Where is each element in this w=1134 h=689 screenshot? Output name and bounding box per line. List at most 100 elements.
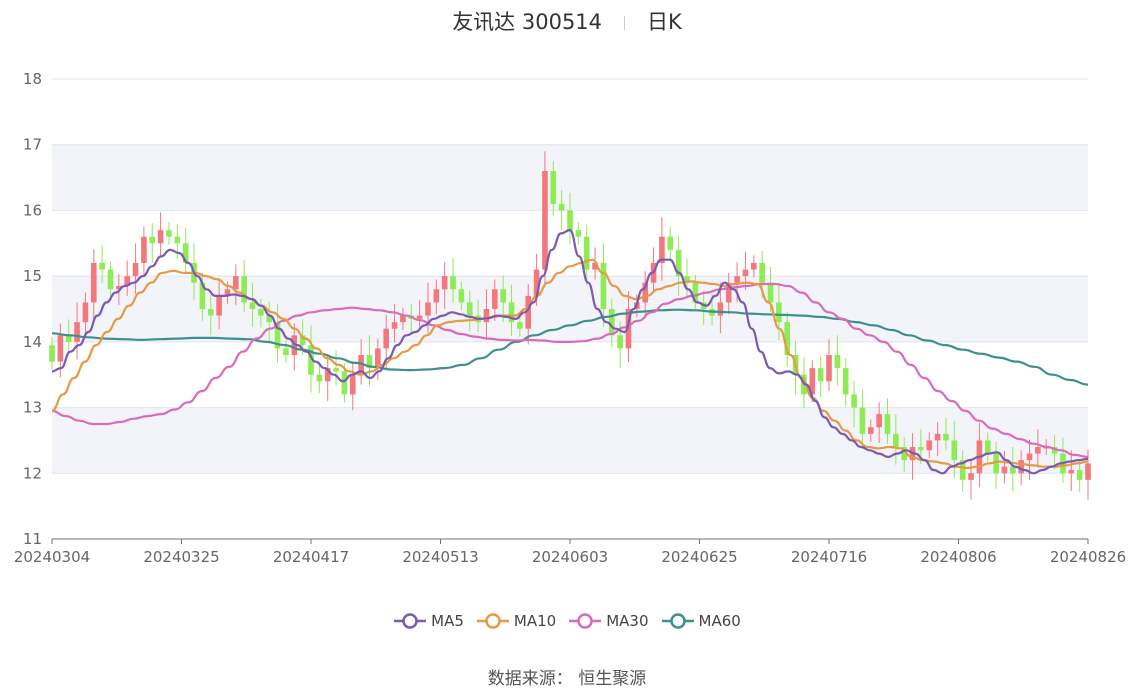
candle-body[interactable] bbox=[492, 289, 498, 309]
candle-body[interactable] bbox=[224, 289, 231, 296]
candle-body[interactable] bbox=[141, 236, 147, 263]
candle-body[interactable] bbox=[776, 302, 782, 323]
candle-body[interactable] bbox=[349, 374, 356, 395]
candle-body[interactable] bbox=[926, 440, 933, 451]
candle-body[interactable] bbox=[642, 282, 648, 303]
candle-body[interactable] bbox=[734, 276, 740, 283]
candle-body[interactable] bbox=[934, 433, 941, 441]
candle-body[interactable] bbox=[308, 345, 314, 375]
candle-body[interactable] bbox=[1076, 470, 1083, 480]
candle-body[interactable] bbox=[174, 236, 181, 244]
candle-body[interactable] bbox=[817, 368, 824, 382]
candle-body[interactable] bbox=[74, 322, 80, 342]
candle-body[interactable] bbox=[984, 440, 991, 454]
candle-body[interactable] bbox=[567, 210, 573, 231]
candle-body[interactable] bbox=[458, 289, 465, 303]
candle-body[interactable] bbox=[1001, 466, 1008, 474]
candle-body[interactable] bbox=[366, 355, 373, 369]
candle-body[interactable] bbox=[826, 355, 832, 382]
candle-body[interactable] bbox=[809, 368, 816, 395]
candle-body[interactable] bbox=[667, 236, 674, 250]
candle-body[interactable] bbox=[383, 328, 389, 349]
candle-body[interactable] bbox=[291, 335, 298, 355]
candle-body[interactable] bbox=[216, 295, 222, 316]
candle-body[interactable] bbox=[433, 289, 440, 303]
candle-body[interactable] bbox=[358, 355, 364, 375]
candle-body[interactable] bbox=[1010, 466, 1016, 474]
candle-body[interactable] bbox=[450, 276, 456, 290]
candle-body[interactable] bbox=[166, 230, 172, 237]
legend-item-ma30[interactable]: MA30 bbox=[568, 612, 649, 630]
candle-body[interactable] bbox=[132, 263, 139, 277]
candle-body[interactable] bbox=[107, 269, 114, 290]
legend-item-ma5[interactable]: MA5 bbox=[393, 612, 464, 630]
candle-body[interactable] bbox=[249, 302, 256, 309]
candle-body[interactable] bbox=[441, 276, 448, 290]
candlesticks[interactable] bbox=[49, 151, 1091, 500]
candle-body[interactable] bbox=[759, 263, 765, 283]
legend-item-ma10[interactable]: MA10 bbox=[476, 612, 556, 630]
candle-body[interactable] bbox=[851, 394, 857, 408]
candle-body[interactable] bbox=[283, 348, 289, 355]
candle-body[interactable] bbox=[157, 230, 164, 244]
candle-body[interactable] bbox=[867, 427, 874, 434]
candle-body[interactable] bbox=[483, 309, 490, 323]
candle-body[interactable] bbox=[784, 322, 791, 355]
candle-body[interactable] bbox=[316, 374, 323, 382]
candle-body[interactable] bbox=[943, 433, 949, 441]
candle-body[interactable] bbox=[149, 236, 156, 244]
candle-body[interactable] bbox=[918, 447, 924, 451]
candle-body[interactable] bbox=[1026, 453, 1033, 461]
candle-body[interactable] bbox=[416, 315, 423, 319]
candle-body[interactable] bbox=[99, 263, 105, 270]
candle-body[interactable] bbox=[182, 243, 189, 263]
candle-body[interactable] bbox=[49, 345, 55, 362]
candle-body[interactable] bbox=[993, 453, 999, 474]
candle-body[interactable] bbox=[1035, 447, 1041, 454]
candle-body[interactable] bbox=[625, 309, 632, 349]
candle-body[interactable] bbox=[901, 447, 907, 461]
candle-body[interactable] bbox=[425, 302, 431, 316]
candle-body[interactable] bbox=[57, 335, 64, 362]
candle-body[interactable] bbox=[116, 286, 122, 290]
candle-body[interactable] bbox=[124, 276, 130, 286]
candle-body[interactable] bbox=[608, 309, 615, 336]
candle-body[interactable] bbox=[751, 263, 757, 270]
candle-body[interactable] bbox=[659, 236, 665, 263]
candle-body[interactable] bbox=[199, 282, 206, 309]
candle-body[interactable] bbox=[1085, 463, 1091, 480]
candle-body[interactable] bbox=[299, 335, 306, 346]
candle-body[interactable] bbox=[207, 309, 214, 316]
candle-body[interactable] bbox=[834, 355, 841, 369]
candle-body[interactable] bbox=[684, 276, 690, 283]
candle-body[interactable] bbox=[583, 236, 590, 270]
kline-chart[interactable]: 11 12 13 14 15 16 17 18 20240304 20240325 2024041… bbox=[0, 0, 1134, 600]
candle-body[interactable] bbox=[550, 171, 557, 204]
candle-body[interactable] bbox=[1051, 447, 1058, 454]
candle-body[interactable] bbox=[725, 282, 732, 303]
candle-body[interactable] bbox=[82, 302, 89, 323]
candle-body[interactable] bbox=[517, 322, 523, 329]
candle-body[interactable] bbox=[859, 407, 866, 434]
candle-body[interactable] bbox=[717, 302, 724, 316]
candle-body[interactable] bbox=[592, 263, 598, 270]
candle-body[interactable] bbox=[266, 315, 273, 323]
candle-body[interactable] bbox=[400, 315, 406, 323]
candle-body[interactable] bbox=[558, 203, 565, 211]
candle-body[interactable] bbox=[508, 302, 515, 323]
candle-body[interactable] bbox=[333, 368, 339, 372]
candle-body[interactable] bbox=[742, 269, 749, 277]
candle-body[interactable] bbox=[600, 263, 607, 309]
candle-body[interactable] bbox=[466, 302, 473, 316]
period-label[interactable]: 日K bbox=[647, 10, 682, 34]
candle-body[interactable] bbox=[65, 335, 72, 342]
candle-body[interactable] bbox=[893, 433, 899, 447]
candle-body[interactable] bbox=[968, 473, 974, 480]
candle-body[interactable] bbox=[391, 322, 398, 329]
candle-body[interactable] bbox=[324, 368, 331, 382]
candle-body[interactable] bbox=[500, 289, 506, 303]
legend-item-ma60[interactable]: MA60 bbox=[661, 612, 741, 630]
candle-body[interactable] bbox=[951, 440, 958, 461]
candle-body[interactable] bbox=[617, 335, 623, 349]
candle-body[interactable] bbox=[375, 348, 381, 369]
